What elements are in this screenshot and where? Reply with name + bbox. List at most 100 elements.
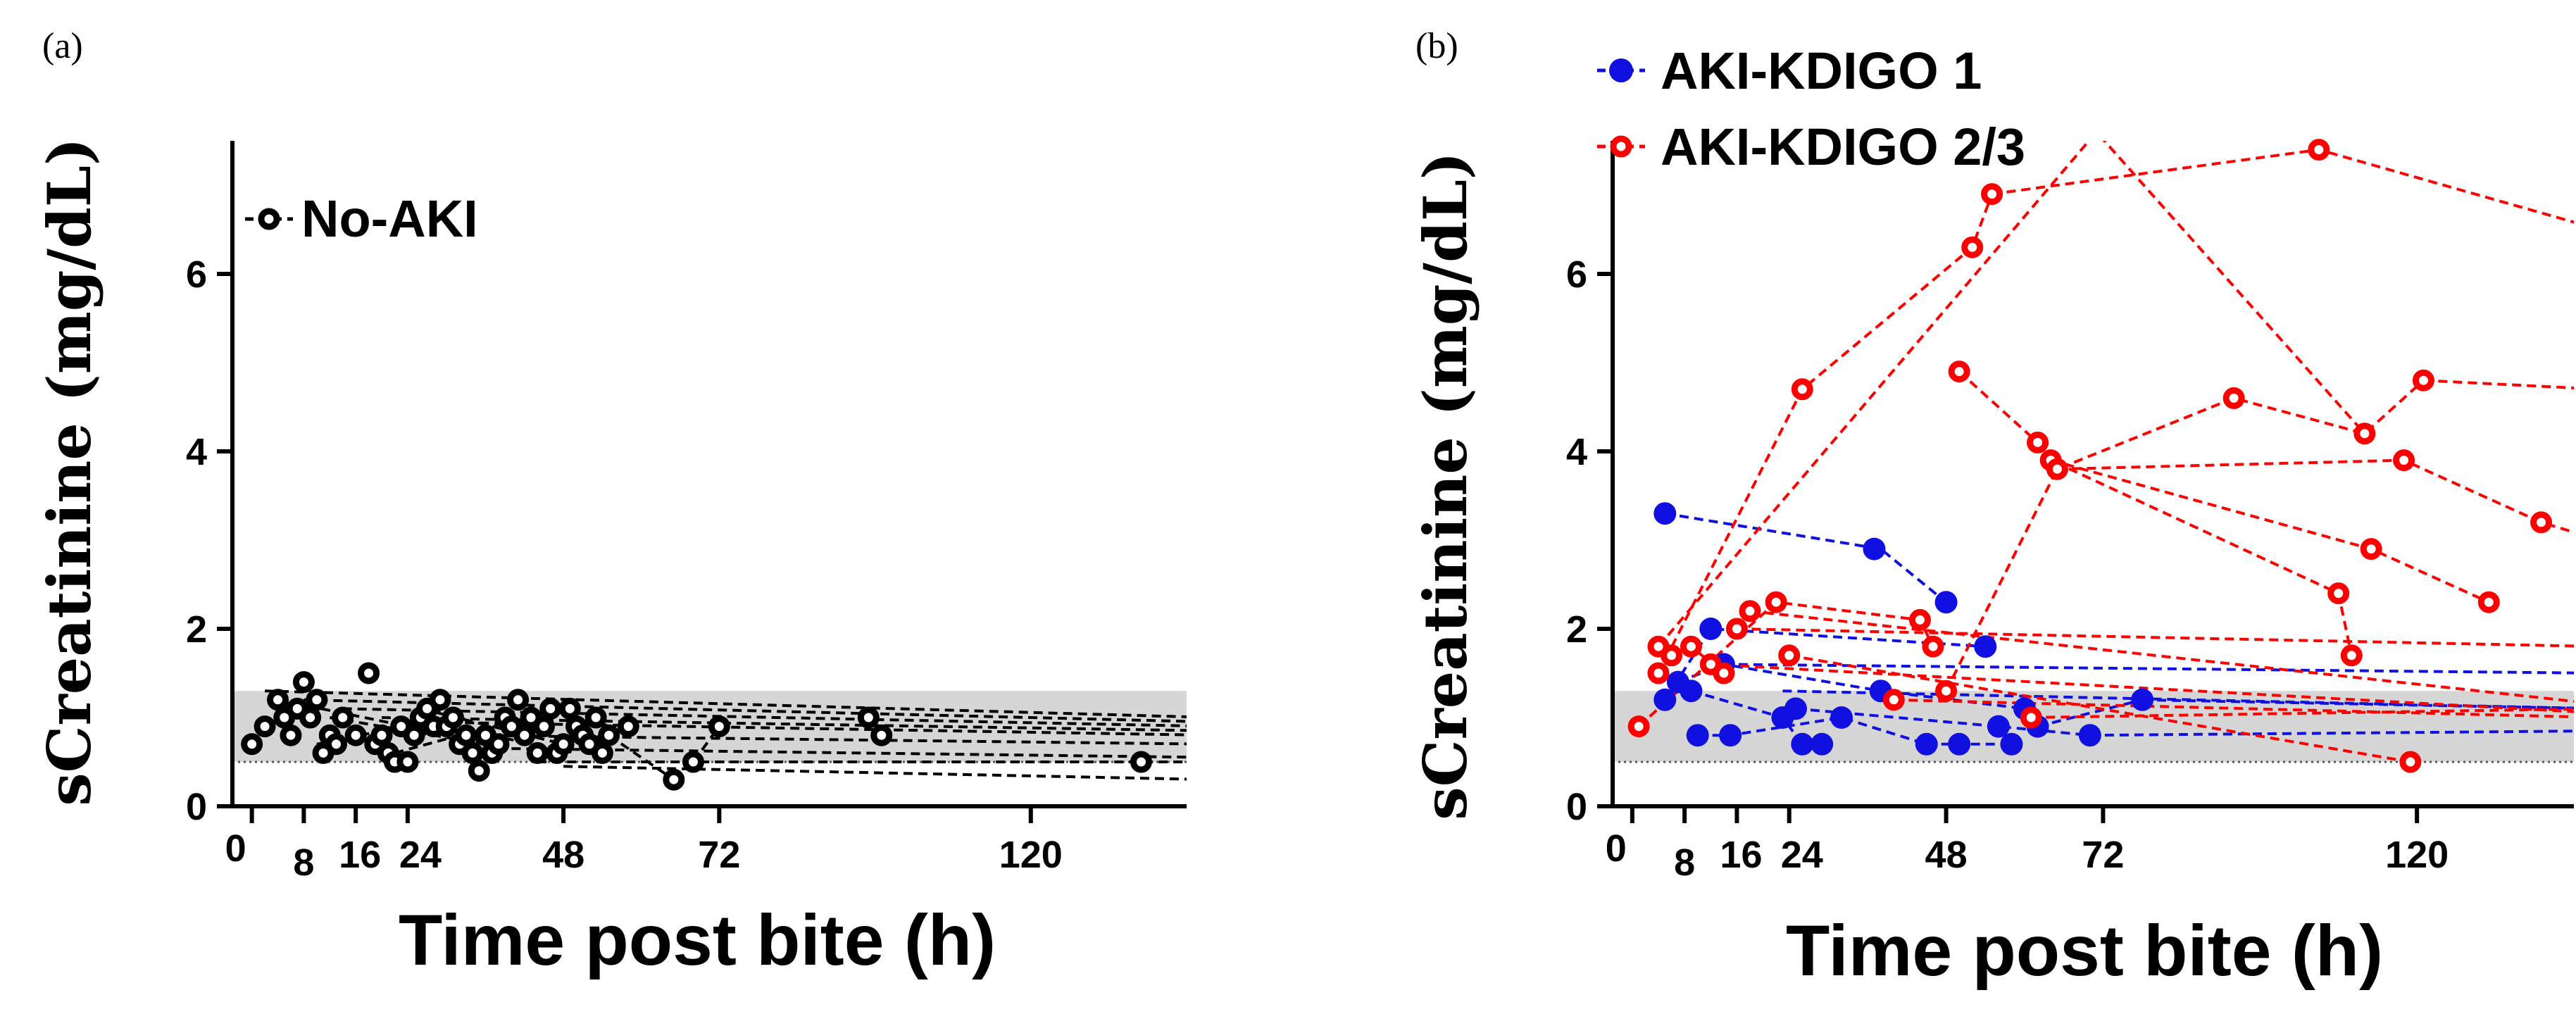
series-0-point-6 xyxy=(292,671,315,694)
series-0-point-34 xyxy=(487,733,510,756)
series-0-line-3 xyxy=(381,716,1187,732)
series-1-point-0 xyxy=(1627,715,1650,738)
y-axis-title: sCreatinine (mg/dL) xyxy=(1411,151,1480,820)
series-0-point-16 xyxy=(1934,591,1958,614)
x-tick-label-6: 120 xyxy=(999,834,1063,876)
series-0-point-45 xyxy=(558,697,581,720)
series-1-point-14 xyxy=(1922,635,1944,658)
series-0-line-12 xyxy=(2089,730,2574,737)
series-0-line-6 xyxy=(1795,707,2091,737)
series-0-point-14 xyxy=(358,662,380,684)
series-0-point-38 xyxy=(513,724,536,746)
y-tick-label-1: 2 xyxy=(1566,608,1587,651)
series-0-point-24 xyxy=(2131,688,2154,711)
x-tick-label-5: 72 xyxy=(698,834,740,876)
series-0-point-1 xyxy=(254,715,276,738)
series-1-point-27 xyxy=(2360,538,2382,561)
series-0-point-10 xyxy=(1791,732,1814,756)
series-0-point-55 xyxy=(708,715,730,738)
series-1-point-1 xyxy=(1647,662,1670,684)
x-tick-label-0: 0 xyxy=(225,827,246,870)
legend-marker-no-aki xyxy=(258,208,280,230)
series-1-point-17 xyxy=(1961,236,1984,258)
series-0-point-9 xyxy=(1784,697,1807,720)
series-0-point-11 xyxy=(1811,732,1834,756)
series-0-point-56 xyxy=(857,706,880,729)
series-0-line-15 xyxy=(608,734,675,781)
series-0-line-0 xyxy=(1664,512,1947,603)
x-tick-label-0: 0 xyxy=(1606,827,1627,870)
series-1-point-16 xyxy=(1948,361,1970,383)
series-0-point-12 xyxy=(1830,706,1853,729)
series-1-point-7 xyxy=(1725,618,1748,640)
legend-marker-kdigo23 xyxy=(1610,135,1632,158)
legend-label-no-aki: No-AKI xyxy=(301,189,478,248)
series-1-point-32 xyxy=(2530,511,2553,534)
series-0-point-7 xyxy=(1719,724,1742,747)
series-0-point-30 xyxy=(461,741,484,764)
series-1-point-8 xyxy=(1739,600,1761,622)
series-1-point-11 xyxy=(1791,378,1813,401)
data-points xyxy=(1627,139,2553,773)
x-tick-label-3: 24 xyxy=(1781,834,1823,876)
series-0-point-12 xyxy=(332,706,354,729)
y-tick-label-0: 0 xyxy=(186,786,207,828)
series-0-point-13 xyxy=(1863,537,1886,561)
series-0-point-23 xyxy=(2078,724,2101,747)
series-1-line-2 xyxy=(1657,141,2366,648)
series-0-point-53 xyxy=(663,768,685,791)
series-1-point-9 xyxy=(1765,591,1787,613)
series-0-line-1 xyxy=(304,698,1187,723)
series-0-point-58 xyxy=(1130,751,1152,773)
series-1-line-4 xyxy=(1944,379,2425,692)
series-0-point-54 xyxy=(682,751,704,773)
series-0-point-11 xyxy=(325,733,347,756)
series-0-point-17 xyxy=(1948,732,1971,756)
series-1-line-11 xyxy=(1711,663,2574,713)
series-1-line-1 xyxy=(1992,148,2574,224)
series-0-point-19 xyxy=(1987,715,2010,738)
series-0-point-0 xyxy=(1653,502,1677,525)
series-0-point-42 xyxy=(539,697,562,720)
series-lines xyxy=(1637,141,2574,763)
axes xyxy=(217,141,1187,823)
series-1-point-29 xyxy=(2399,751,2422,773)
x-axis-title: Time post bite (h) xyxy=(399,900,996,980)
series-0-point-29 xyxy=(455,724,477,746)
series-0-point-1 xyxy=(1653,688,1677,711)
series-0-point-40 xyxy=(526,741,549,764)
legend-marker-kdigo1 xyxy=(1609,58,1633,82)
series-0-point-7 xyxy=(299,706,322,729)
y-tick-labels: 0 2 4 6 xyxy=(1566,254,1587,828)
series-1-point-22 xyxy=(2222,387,2245,409)
series-1-point-23 xyxy=(2308,139,2330,161)
series-1-point-31 xyxy=(2477,591,2500,613)
panel-b-label: (b) xyxy=(1415,26,1458,66)
series-0-point-25 xyxy=(429,689,451,711)
series-0-point-2 xyxy=(267,689,289,711)
series-0-line-2 xyxy=(342,707,1187,727)
series-0-point-4 xyxy=(280,724,302,746)
series-0-line-9 xyxy=(1723,663,2574,675)
series-0-point-20 xyxy=(2000,732,2023,756)
y-tick-label-0: 0 xyxy=(1566,786,1587,828)
series-1-line-6 xyxy=(2050,458,2490,604)
y-tick-label-2: 4 xyxy=(186,431,207,473)
series-0-point-18 xyxy=(1974,635,1997,658)
series-0-line-1 xyxy=(1663,627,1986,701)
legend: AKI-KDIGO 1 AKI-KDIGO 2/3 xyxy=(1597,42,2025,176)
data-points xyxy=(241,662,1152,791)
series-0-point-57 xyxy=(870,724,893,746)
series-0-line-8 xyxy=(2037,698,2143,728)
series-0-point-50 xyxy=(591,741,613,764)
series-1-point-24 xyxy=(2327,582,2350,605)
series-1-line-9 xyxy=(1737,627,2574,648)
y-tick-label-3: 6 xyxy=(1566,254,1587,296)
series-1-point-3 xyxy=(1661,644,1683,667)
series-0-point-5 xyxy=(1699,618,1722,640)
series-0-point-0 xyxy=(241,733,263,756)
series-0-point-3 xyxy=(1680,680,1703,703)
x-tick-label-2: 16 xyxy=(339,834,381,876)
series-0-point-27 xyxy=(442,706,464,729)
